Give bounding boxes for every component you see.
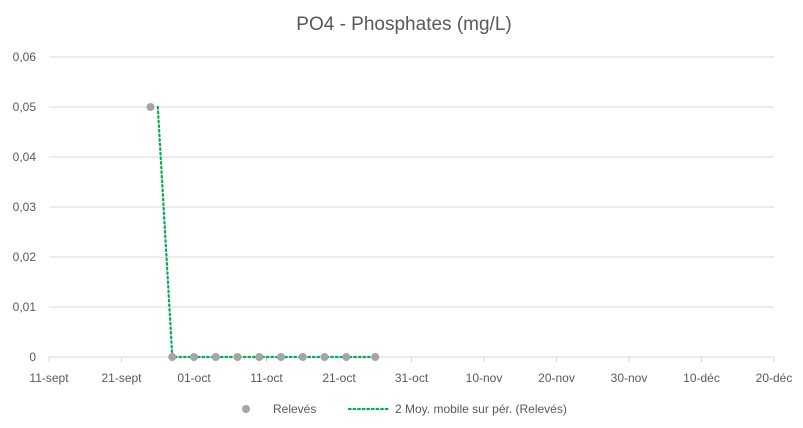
x-tick-label: 21-sept (101, 371, 142, 385)
y-tick-label: 0 (29, 350, 36, 364)
data-point (168, 353, 177, 361)
data-point (190, 353, 198, 361)
legend-label-readings: Relevés (273, 402, 316, 416)
x-tick-label: 10-déc (683, 371, 720, 385)
data-point (320, 353, 329, 361)
data-point (371, 353, 380, 361)
gridlines (49, 56, 774, 308)
x-tick-label: 20-déc (756, 371, 793, 385)
moving-average-line (156, 105, 377, 359)
y-tick-label: 0,05 (13, 100, 37, 114)
x-tick-label: 11-sept (29, 371, 69, 385)
legend-label-moving-average: 2 Moy. mobile sur pér. (Relevés) (395, 402, 567, 416)
data-point (211, 353, 220, 361)
legend-marker-readings (242, 405, 250, 413)
x-tick-label: 01-oct (177, 371, 211, 385)
y-tick-label: 0,04 (13, 150, 37, 164)
data-point (298, 353, 307, 361)
data-point (342, 353, 351, 361)
x-tick-label: 10-nov (466, 371, 503, 385)
data-point (146, 103, 155, 111)
readings-series (146, 103, 380, 361)
chart-title: PO4 - Phosphates (mg/L) (296, 14, 511, 35)
x-axis: 11-sept 21-sept 01-oct 11-oct 21-oct 31-oct 10… (29, 356, 793, 385)
data-point (233, 353, 242, 361)
y-tick-label: 0,01 (13, 300, 37, 314)
x-tick-label: 20-nov (538, 371, 575, 385)
y-axis: 0 0,01 0,02 0,03 0,04 0,05 0,06 (13, 50, 37, 364)
data-point (277, 353, 285, 361)
y-tick-label: 0,06 (13, 50, 37, 64)
moving-average-series (156, 105, 377, 359)
x-tick-label: 30-nov (611, 371, 648, 385)
x-tick-label: 11-oct (250, 371, 283, 385)
x-tick-label: 21-oct (322, 371, 356, 385)
y-tick-label: 0,03 (13, 200, 37, 214)
x-tick-label: 31-oct (395, 371, 429, 385)
legend: Relevés 2 Moy. mobile sur pér. (Relevés) (242, 402, 567, 416)
y-tick-label: 0,02 (13, 250, 37, 264)
data-point (255, 353, 264, 361)
